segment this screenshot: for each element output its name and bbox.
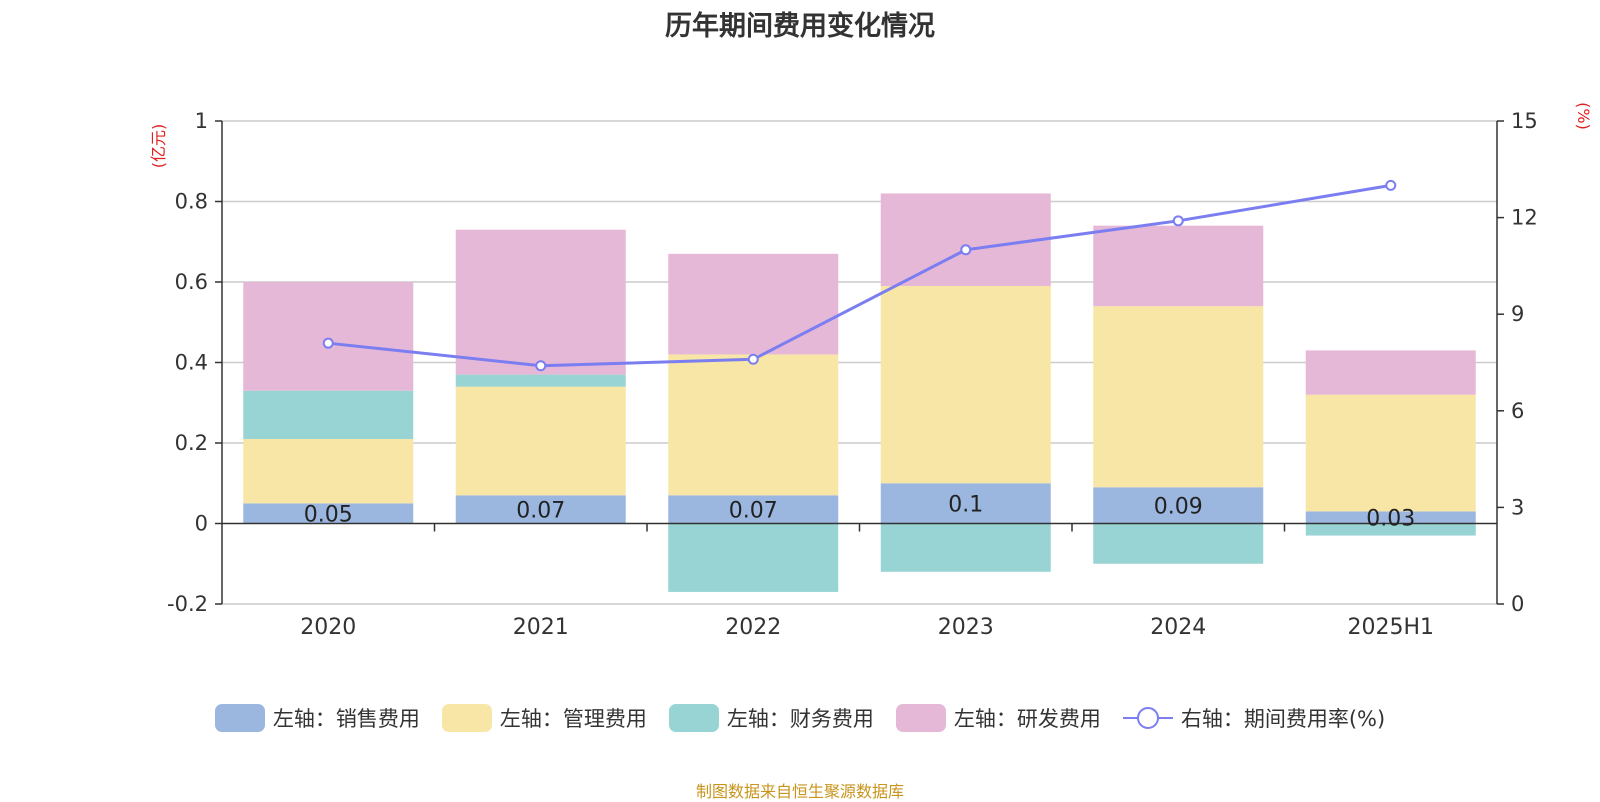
legend-item-rnd[interactable]: 左轴：研发费用 <box>895 703 1101 733</box>
right-axis-tick-label: 3 <box>1511 495 1524 519</box>
right-axis-tick-label: 9 <box>1511 302 1524 326</box>
x-axis-tick-label: 2020 <box>300 615 356 640</box>
legend-swatch-sales <box>214 704 265 732</box>
legend-swatch-rnd <box>895 704 946 732</box>
left-axis-tick-label: 0.4 <box>175 351 208 375</box>
bar-segment <box>668 495 839 524</box>
x-axis-tick-label: 2023 <box>938 615 994 640</box>
left-axis-tick-label: 0.6 <box>175 270 208 294</box>
bar-segment <box>1305 523 1476 536</box>
data-label: 0.07 <box>516 498 565 523</box>
expense-rate-point <box>535 360 547 372</box>
x-axis-tick-label: 2024 <box>1150 615 1206 640</box>
bar-segment <box>1305 394 1476 512</box>
chart-legend: 左轴：销售费用 左轴：管理费用 左轴：财务费用 左轴：研发费用 右轴：期间费用率… <box>0 703 1600 733</box>
expense-rate-point <box>1172 215 1184 227</box>
legend-item-finance[interactable]: 左轴：财务费用 <box>668 703 874 733</box>
bar-segment <box>880 483 1051 524</box>
bar-segment <box>243 503 414 524</box>
data-label: 0.09 <box>1154 494 1203 519</box>
bar-segment <box>455 386 626 496</box>
bar-segment <box>1305 350 1476 395</box>
x-axis-tick-label: 2021 <box>513 615 569 640</box>
source-note: 制图数据来自恒生聚源数据库 <box>695 782 904 801</box>
x-axis-tick-label: 2022 <box>725 615 781 640</box>
legend-label-finance: 左轴：财务费用 <box>726 707 874 731</box>
x-axis-tick-label: 2025H1 <box>1347 615 1434 640</box>
chart-plot: -0.2 0 0.2 0.4 0.6 0.8 1 0 3 6 9 12 15 (亿元) (%) 2020 202… <box>149 102 1593 640</box>
bar-segment <box>1093 225 1264 307</box>
bar-segment <box>880 193 1051 287</box>
bar-segment <box>455 495 626 524</box>
right-axis-tick-label: 0 <box>1511 592 1524 616</box>
left-axis-tick-label: 1 <box>195 109 208 133</box>
bar-segment <box>243 390 414 439</box>
legend-item-admin[interactable]: 左轴：管理费用 <box>441 703 647 733</box>
data-label: 0.07 <box>729 498 778 523</box>
legend-swatch-expense-rate <box>1122 704 1173 732</box>
right-axis-tick-label: 12 <box>1511 206 1538 230</box>
legend-item-sales[interactable]: 左轴：销售费用 <box>214 703 420 733</box>
bar-segment <box>1093 487 1264 524</box>
legend-swatch-admin <box>441 704 492 732</box>
bar-segment <box>1093 306 1264 488</box>
left-axis-tick-label: 0 <box>195 512 208 536</box>
legend-item-expense-rate[interactable]: 右轴：期间费用率(%) <box>1122 703 1386 733</box>
bar-segment <box>668 523 839 592</box>
legend-swatch-finance <box>668 704 719 732</box>
legend-label-sales: 左轴：销售费用 <box>272 707 420 731</box>
bar-segment <box>243 282 414 391</box>
left-axis-tick-label: 0.8 <box>175 190 208 214</box>
expense-rate-point <box>960 244 972 256</box>
left-axis-tick-label: -0.2 <box>167 592 208 616</box>
data-label: 0.1 <box>948 492 983 517</box>
bar-segment <box>455 374 626 387</box>
expense-rate-point <box>322 337 334 349</box>
left-axis-tick-label: 0.2 <box>175 431 208 455</box>
bar-segment <box>880 286 1051 484</box>
chart-title: 历年期间费用变化情况 <box>665 11 935 42</box>
legend-label-rnd: 左轴：研发费用 <box>953 707 1101 731</box>
legend-label-expense-rate: 右轴：期间费用率(%) <box>1180 707 1386 731</box>
data-label: 0.05 <box>304 502 353 527</box>
bar-segment <box>455 229 626 375</box>
bar-segment <box>1305 511 1476 524</box>
right-axis-unit-label: (%) <box>1574 102 1593 130</box>
expense-rate-point <box>1385 179 1397 191</box>
expense-rate-line <box>328 183 1391 368</box>
bar-segment <box>243 438 414 504</box>
right-axis-tick-label: 6 <box>1511 399 1524 423</box>
left-axis-unit-label: (亿元) <box>149 124 168 169</box>
bar-segment <box>668 253 839 355</box>
bar-segment <box>1093 523 1264 564</box>
data-label: 0.03 <box>1366 506 1415 531</box>
bar-segment <box>880 523 1051 572</box>
expense-rate-point <box>747 353 759 365</box>
right-axis-tick-label: 15 <box>1511 109 1538 133</box>
legend-label-admin: 左轴：管理费用 <box>499 707 647 731</box>
bar-segment <box>668 354 839 496</box>
